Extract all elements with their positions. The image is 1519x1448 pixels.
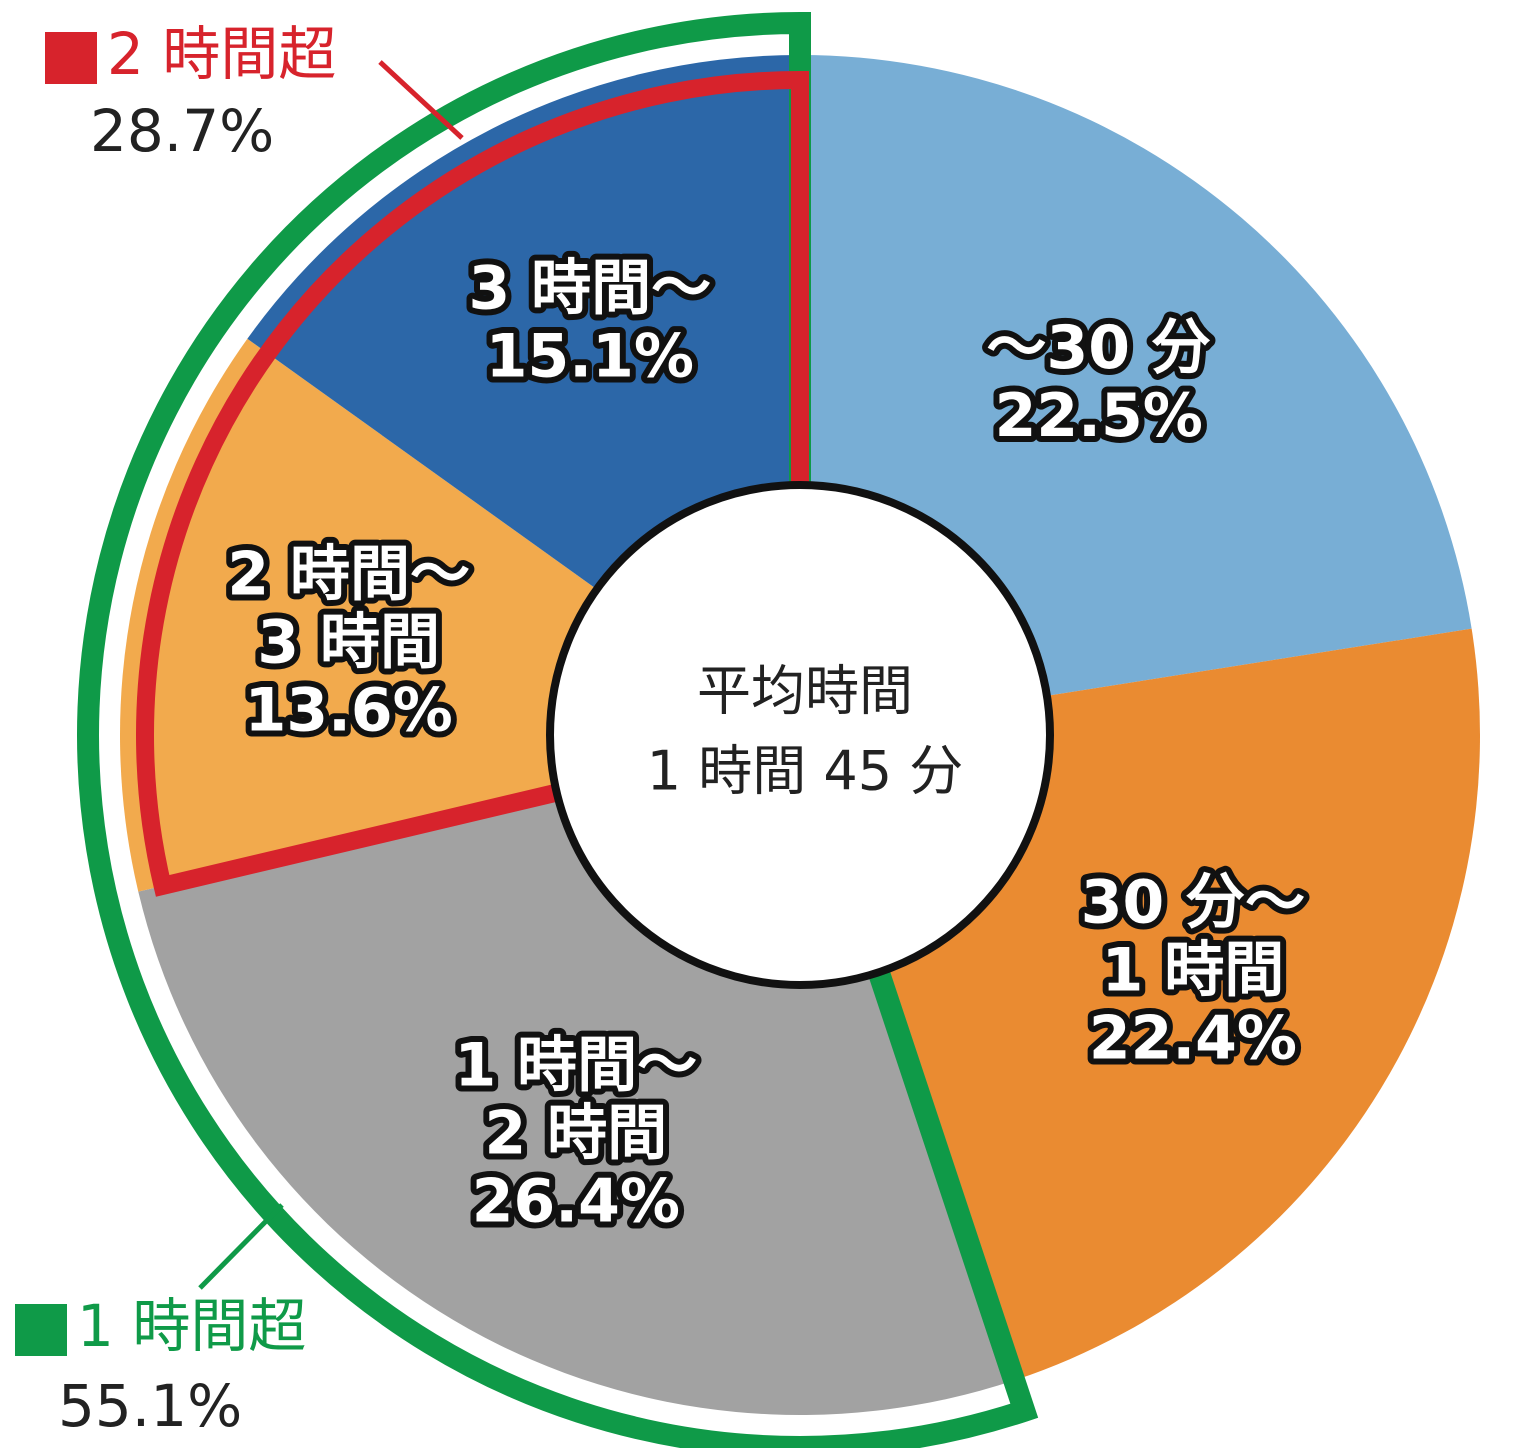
slice-value: 13.6%: [245, 676, 453, 746]
leader-line: [378, 60, 464, 140]
center-text: 平均時間: [697, 660, 913, 723]
slice-value: 22.5%: [995, 381, 1203, 451]
center-circle: [546, 481, 1054, 989]
group-outline: [77, 11, 1039, 1448]
slice-category: ～30 分: [987, 313, 1211, 383]
slice-value: 26.4%: [472, 1166, 680, 1236]
slice-value: 22.4%: [1089, 1004, 1297, 1074]
slice-category: 1 時間～: [455, 1030, 698, 1100]
group-outline: [136, 70, 809, 897]
slice-category: 3 時間: [257, 608, 440, 678]
slice-category: 2 時間～: [227, 540, 470, 610]
group-name: 1 時間超: [77, 1292, 306, 1360]
group-value: 28.7%: [90, 97, 274, 165]
slice-value: 15.1%: [486, 321, 694, 391]
legend-marker: [15, 1304, 67, 1356]
slice-category: 30 分～: [1081, 868, 1305, 938]
slice-category: 1 時間: [1102, 936, 1285, 1006]
group-value: 55.1%: [58, 1372, 242, 1440]
leader-line: [198, 1203, 284, 1290]
slice-category: 2 時間: [485, 1098, 668, 1168]
legend-marker: [45, 32, 97, 84]
center-text: 1 時間 45 分: [647, 740, 964, 803]
group-name: 2 時間超: [107, 20, 336, 88]
slice-category: 3 時間～: [469, 253, 712, 323]
